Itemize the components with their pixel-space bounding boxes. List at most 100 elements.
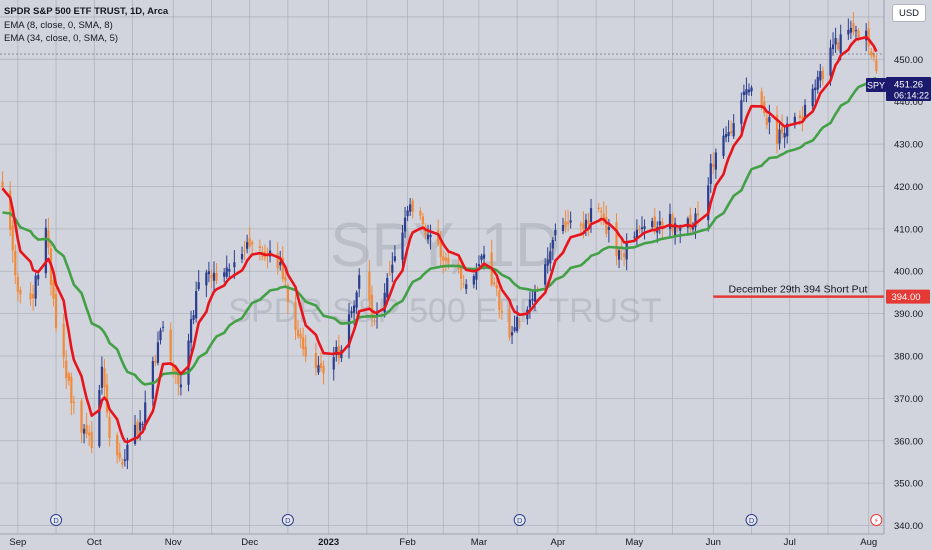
candle-body	[709, 163, 712, 184]
indicator-ema-slow-label[interactable]: EMA (34, close, 0, SMA, 5)	[4, 33, 119, 44]
candle-body	[82, 428, 86, 434]
candle-body	[589, 208, 593, 222]
candle-body	[100, 366, 104, 388]
candle-body	[689, 214, 692, 230]
candle-body	[44, 227, 47, 274]
candle-body	[304, 346, 307, 357]
candle-body	[210, 274, 213, 278]
candle-body	[141, 424, 144, 426]
candle-body	[258, 246, 261, 249]
candle-body	[811, 88, 814, 107]
candle-body	[14, 250, 17, 276]
candle-body	[121, 462, 124, 465]
candle-body	[607, 227, 610, 230]
candle-body	[243, 250, 246, 252]
candle-body	[482, 254, 486, 259]
ema-fast-line	[1, 35, 878, 444]
candle-body	[65, 360, 68, 379]
candle-body	[105, 384, 109, 413]
candle-body	[730, 131, 733, 134]
x-tick-label: Feb	[399, 537, 415, 548]
candle-body	[54, 294, 58, 328]
candle-body	[177, 373, 180, 385]
candle-body	[633, 236, 636, 238]
candle-body	[740, 100, 743, 124]
candle-body	[510, 332, 514, 336]
candle-body	[653, 216, 656, 231]
candle-body	[240, 253, 244, 260]
candle-body	[742, 91, 745, 96]
candle-body	[215, 272, 218, 281]
candle-body	[11, 225, 14, 251]
x-tick-label: Oct	[87, 537, 102, 548]
candle-body	[638, 228, 641, 231]
candle-body	[197, 282, 200, 290]
watermark-name: SPDR S&P 500 ETF TRUST	[228, 292, 661, 330]
candle-body	[615, 222, 618, 256]
candle-body	[1, 181, 4, 188]
candle-body	[528, 299, 531, 308]
indicator-ema-fast-label[interactable]: EMA (8, close, 0, SMA, 8)	[4, 19, 113, 31]
candle-body	[225, 267, 228, 277]
candle-body	[70, 376, 73, 404]
candle-body	[587, 220, 590, 224]
currency-button[interactable]: USD	[892, 4, 926, 22]
y-tick-label: 400.00	[894, 267, 923, 278]
candle-body	[531, 299, 534, 301]
candle-body	[750, 87, 753, 92]
candle-body	[658, 221, 661, 226]
candle-body	[696, 213, 700, 216]
candle-body	[159, 330, 162, 341]
x-tick-label: Jun	[706, 537, 721, 548]
candle-body	[679, 227, 682, 231]
candle-body	[635, 229, 638, 238]
x-tick-label: Sep	[9, 537, 26, 548]
candle-body	[814, 87, 817, 91]
candle-body	[597, 207, 600, 209]
candle-body	[867, 28, 870, 47]
x-tick-label: Nov	[165, 537, 182, 548]
candle-body	[780, 127, 784, 134]
candle-body	[668, 213, 672, 229]
y-tick-label: 340.00	[894, 521, 923, 532]
candle-body	[472, 275, 475, 285]
short-put-price-box	[886, 289, 930, 304]
candle-body	[406, 210, 409, 217]
candle-body	[421, 216, 424, 224]
candle-body	[872, 53, 875, 58]
candle-body	[192, 315, 195, 320]
candle-body	[302, 337, 305, 350]
dividend-marker-label: D	[285, 516, 291, 525]
candle-body	[707, 185, 710, 221]
candle-body	[424, 226, 427, 236]
candle-body	[37, 274, 40, 280]
candle-body	[566, 222, 570, 225]
candle-body	[133, 424, 137, 444]
candle-body	[246, 242, 249, 249]
candle-body	[80, 400, 83, 433]
y-tick-label: 380.00	[894, 352, 923, 363]
candle-body	[865, 30, 868, 41]
candle-body	[136, 421, 139, 436]
x-tick-label: 2023	[318, 537, 339, 548]
candle-body	[600, 211, 603, 213]
candle-body	[228, 268, 231, 272]
candle-body	[108, 416, 111, 438]
candle-body	[584, 219, 588, 230]
candle-body	[694, 213, 697, 228]
candle-body	[388, 273, 391, 275]
candle-body	[174, 367, 177, 374]
candle-body	[90, 431, 93, 449]
candle-body	[849, 28, 852, 33]
x-tick-label: Apr	[551, 537, 566, 548]
candle-body	[139, 422, 142, 431]
x-tick-label: May	[625, 537, 643, 548]
symbol-title[interactable]: SPDR S&P 500 ETF TRUST, 1D, Arca	[4, 6, 169, 17]
candle-body	[296, 329, 300, 337]
candle-body	[651, 221, 654, 227]
candle-body	[760, 91, 763, 108]
candle-body	[847, 30, 850, 35]
dividend-marker	[513, 514, 526, 526]
x-tick-label: Aug	[860, 537, 877, 548]
